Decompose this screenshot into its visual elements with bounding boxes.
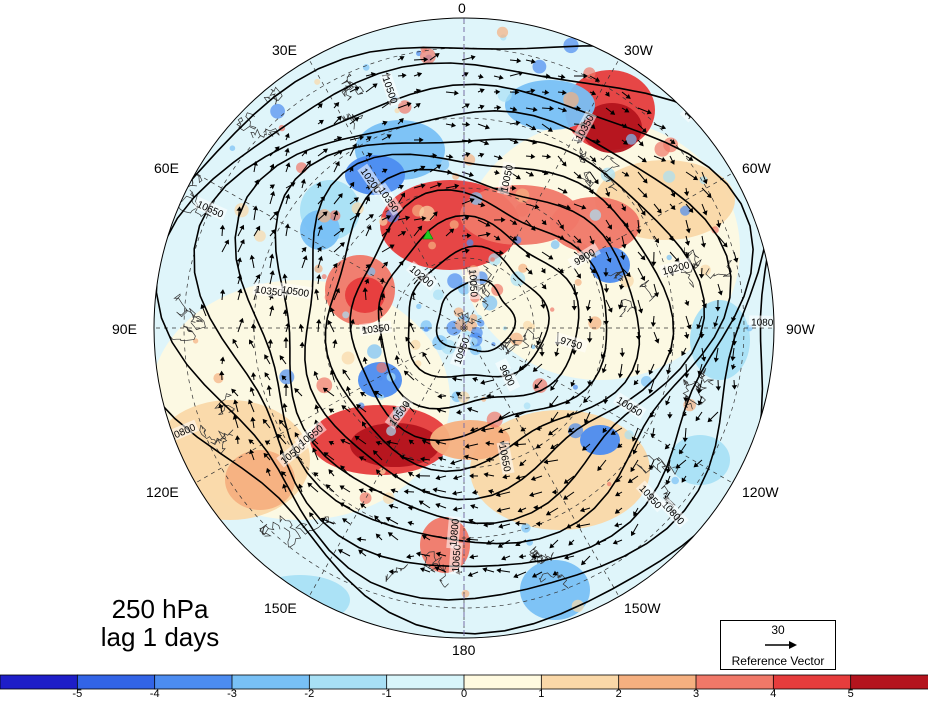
anomaly-speckle <box>279 369 294 384</box>
anomaly-speckle <box>462 590 470 598</box>
lon-label-150e: 150E <box>264 600 297 616</box>
anomaly-speckle <box>450 220 459 229</box>
contour-label: 10800 <box>446 516 462 549</box>
colorbar-swatch <box>464 675 542 689</box>
anomaly-speckle <box>575 279 582 286</box>
colorbar-swatch <box>232 675 310 689</box>
colorbar-tick-label: -5 <box>62 688 92 700</box>
anomaly-speckle <box>626 134 637 145</box>
colorbar-swatch <box>155 675 233 689</box>
lon-label-120w: 120W <box>742 484 779 500</box>
anomaly-speckle <box>667 255 672 260</box>
anomaly-speckle <box>360 492 372 504</box>
anomaly-blob <box>580 425 620 455</box>
contour-label: 10650 <box>680 91 712 123</box>
colorbar-tick-label: -1 <box>372 688 402 700</box>
anomaly-speckle <box>342 352 355 365</box>
anomaly-speckle <box>416 304 421 309</box>
anomaly-speckle <box>322 274 327 279</box>
colorbar-tick-label: 5 <box>836 688 866 700</box>
lon-label-60w: 60W <box>742 160 771 176</box>
lag-label: lag 1 days <box>90 624 230 651</box>
anomaly-speckle <box>648 223 659 234</box>
lon-label-0: 0 <box>458 0 466 16</box>
anomaly-speckle <box>497 27 508 38</box>
anomaly-speckle <box>590 209 601 220</box>
colorbar-swatch <box>851 675 928 689</box>
colorbar-tick-label: 1 <box>526 688 556 700</box>
anomaly-speckle <box>363 64 370 71</box>
anomaly-speckle <box>498 88 512 102</box>
anomaly-speckle <box>367 344 382 359</box>
svg-text:10050: 10050 <box>466 269 478 298</box>
reference-vector-arrow <box>721 635 835 655</box>
reference-vector-box: 30 Reference Vector <box>720 620 836 670</box>
anomaly-speckle <box>230 145 236 151</box>
anomaly-speckle <box>550 307 554 311</box>
anomaly-speckle <box>490 257 495 262</box>
anomaly-blob <box>670 435 730 485</box>
colorbar-swatch <box>619 675 697 689</box>
level-label: 250 hPa <box>90 596 230 623</box>
colorbar-swatch <box>696 675 774 689</box>
colorbar-swatch <box>541 675 619 689</box>
anomaly-speckle <box>510 333 523 346</box>
colorbar-tick-label: -2 <box>294 688 324 700</box>
anomaly-speckle <box>521 523 530 532</box>
colorbar-swatch <box>0 675 78 689</box>
lon-label-150w: 150W <box>624 600 661 616</box>
anomaly-speckle <box>523 321 532 330</box>
contour-label: 10800 <box>749 315 781 329</box>
anomaly-speckle <box>551 240 560 249</box>
anomaly-speckle <box>376 362 387 373</box>
lon-label-120e: 120E <box>146 484 179 500</box>
anomaly-speckle <box>671 477 679 485</box>
anomaly-speckle <box>663 171 675 183</box>
anomaly-speckle <box>318 209 331 222</box>
anomaly-speckle <box>524 402 531 409</box>
anomaly-speckle <box>342 311 349 318</box>
lon-label-30e: 30E <box>272 42 297 58</box>
colorbar-tick-label: 3 <box>681 688 711 700</box>
colorbar-tick-label: 2 <box>604 688 634 700</box>
lon-label-180: 180 <box>452 642 475 658</box>
lon-label-60e: 60E <box>154 160 179 176</box>
svg-text:10650: 10650 <box>683 94 711 122</box>
lon-label-30w: 30W <box>624 42 653 58</box>
colorbar-tick-label: -4 <box>140 688 170 700</box>
lon-label-90w: 90W <box>786 321 815 337</box>
colorbar-swatch <box>387 675 465 689</box>
anomaly-speckle <box>270 104 285 119</box>
lon-label-90e: 90E <box>112 321 137 337</box>
svg-text:10800: 10800 <box>751 317 779 328</box>
anomaly-speckle <box>573 385 578 390</box>
colorbar-tick-label: 0 <box>449 688 479 700</box>
anomaly-speckle <box>482 296 497 311</box>
anomaly-speckle <box>424 327 429 332</box>
anomaly-speckle <box>607 482 611 486</box>
anomaly-speckle <box>314 79 320 85</box>
colorbar-swatch <box>309 675 387 689</box>
anomaly-speckle <box>428 242 436 250</box>
colorbar-swatch <box>773 675 851 689</box>
anomaly-speckle <box>477 320 484 327</box>
colorbar-tick-label: -3 <box>217 688 247 700</box>
colorbar-swatch <box>77 675 155 689</box>
anomaly-speckle <box>433 290 444 301</box>
colorbar-tick-label: 4 <box>758 688 788 700</box>
anomaly-speckle <box>516 203 529 216</box>
anomaly-speckle <box>641 376 652 387</box>
contour-label: 10050 <box>466 267 481 300</box>
anomaly-speckle <box>395 108 400 113</box>
reference-vector-label: Reference Vector <box>721 654 835 668</box>
anomaly-speckle <box>510 271 525 286</box>
anomaly-speckle <box>467 239 474 246</box>
